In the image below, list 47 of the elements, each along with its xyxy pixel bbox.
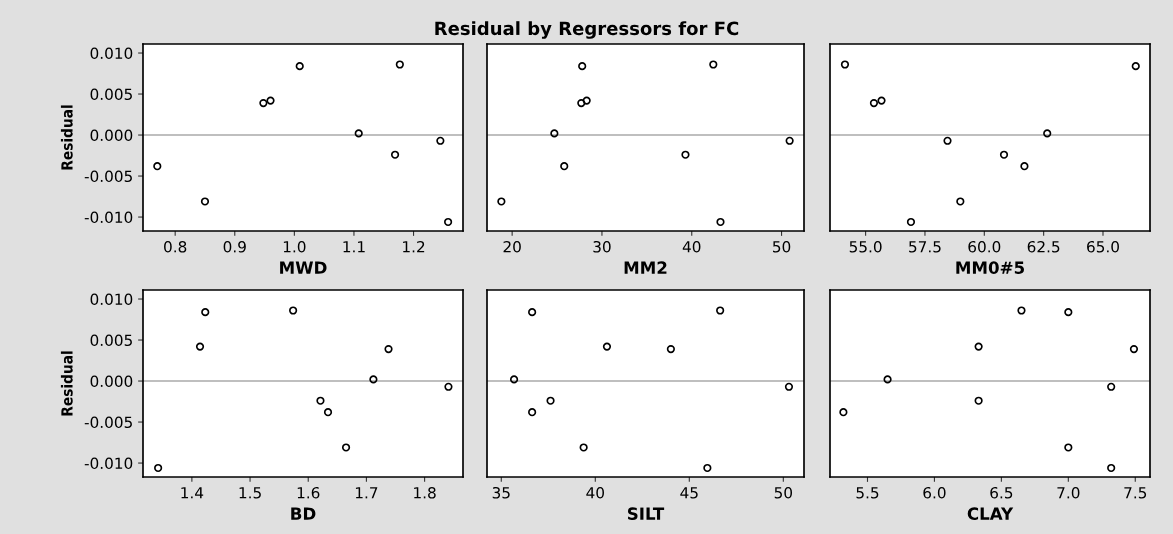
x-tick-label: 1.6	[297, 486, 320, 499]
x-tick-label: 55.0	[849, 240, 882, 253]
x-tick-label: 1.8	[414, 486, 436, 499]
x-axis-title: SILT	[627, 507, 665, 520]
y-tick-label: 0.010	[90, 47, 133, 60]
y-tick-label: 0.010	[90, 293, 133, 306]
x-tick-label: 57.5	[909, 241, 941, 253]
x-axis-title: CLAY	[967, 507, 1014, 520]
x-axis-title: BD	[291, 507, 316, 520]
x-axis-title: MWD	[280, 261, 327, 274]
y-axis-title: Residual	[60, 351, 73, 416]
x-tick-label: 6.0	[923, 486, 946, 499]
y-tick-label: -0.010	[84, 457, 133, 470]
x-tick-label: 7.0	[1057, 486, 1080, 499]
x-tick-label: 40	[682, 240, 701, 253]
x-tick-label: 60.0	[968, 240, 1001, 253]
x-tick-label: 50	[773, 240, 791, 253]
x-tick-label: 20	[503, 240, 521, 253]
x-tick-label: 1.2	[403, 240, 425, 253]
x-tick-label: 7.5	[1124, 487, 1147, 499]
x-tick-label: 6.5	[990, 486, 1013, 499]
x-tick-label: 0.9	[223, 240, 246, 253]
x-tick-label: 35	[492, 486, 510, 499]
x-tick-label: 62.5	[1027, 240, 1060, 253]
x-tick-label: 1.1	[343, 241, 365, 253]
x-tick-label: 40	[586, 486, 604, 499]
chart-title: Residual by Regressors for FC	[435, 21, 739, 39]
y-tick-label: 0.005	[90, 334, 132, 347]
y-tick-label: 0.005	[90, 88, 132, 101]
x-tick-label: 1.7	[355, 487, 378, 499]
x-tick-label: 65.0	[1087, 240, 1119, 253]
y-axis-title: Residual	[60, 105, 73, 170]
y-tick-label: -0.010	[84, 211, 133, 224]
x-tick-label: 50	[774, 486, 793, 499]
y-tick-label: 0.000	[90, 129, 133, 142]
x-axis-title: MM0#5	[956, 261, 1024, 274]
x-tick-label: 45	[680, 487, 698, 499]
x-tick-label: 1.0	[283, 240, 306, 253]
y-tick-label: 0.000	[90, 375, 133, 388]
x-axis-title: MM2	[624, 261, 667, 274]
x-tick-label: 5.5	[856, 487, 879, 499]
x-tick-label: 1.4	[181, 487, 204, 499]
y-tick-label: -0.005	[84, 416, 132, 429]
y-tick-label: -0.005	[84, 170, 132, 183]
x-tick-label: 0.8	[164, 240, 187, 253]
x-tick-label: 1.5	[239, 487, 261, 499]
x-tick-label: 30	[593, 240, 611, 253]
